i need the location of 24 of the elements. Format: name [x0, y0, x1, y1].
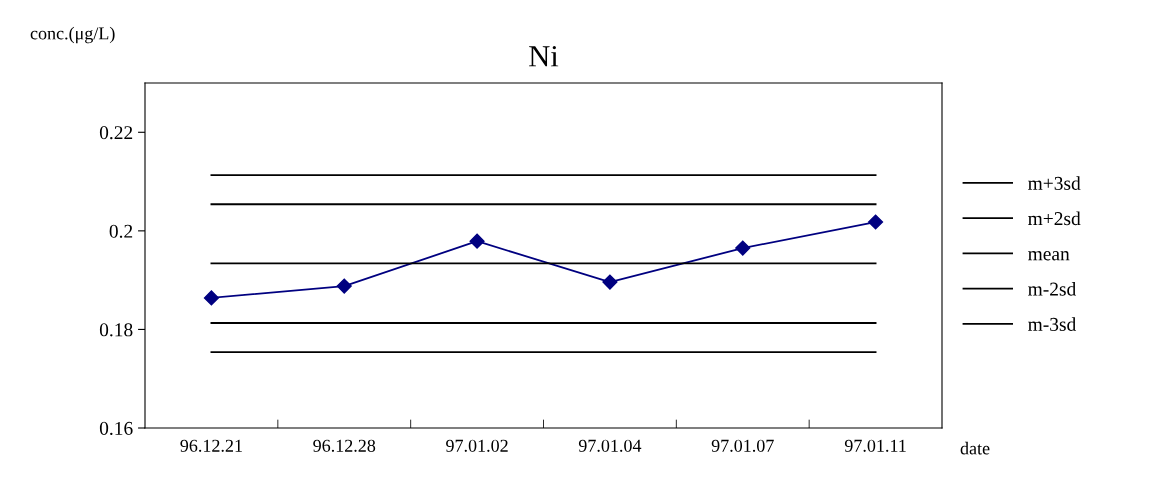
- legend-label: mean: [1028, 251, 1070, 261]
- y-tick-label: 0.22: [99, 126, 133, 140]
- x-tick-label: 97.01.07: [711, 439, 774, 452]
- legend-label: m+2sd: [1028, 211, 1081, 226]
- point: [336, 278, 352, 294]
- y-tick-label: 0.16: [99, 421, 133, 436]
- point: [868, 214, 884, 230]
- y-axis-title: conc.(μg/L): [30, 26, 115, 44]
- legend-label: m-2sd: [1028, 281, 1077, 296]
- x-tick-label: 97.01.02: [446, 439, 508, 452]
- legend-label: m+3sd: [1028, 176, 1081, 190]
- y-tick-label: 0.18: [99, 323, 133, 337]
- x-tick-label: 96.12.21: [180, 439, 242, 452]
- point: [602, 274, 618, 290]
- x-tick-label: 96.12.28: [313, 439, 376, 452]
- x-tick-label: 97.01.04: [578, 439, 642, 452]
- point: [203, 290, 219, 306]
- point: [735, 240, 751, 256]
- chart-title: Ni: [529, 46, 559, 67]
- y-tick-label: 0.2: [109, 224, 133, 238]
- x-axis-title: date: [960, 441, 990, 455]
- legend-label: m-3sd: [1028, 317, 1077, 331]
- point: [469, 233, 485, 249]
- x-tick-label: 97.01.11: [844, 439, 906, 452]
